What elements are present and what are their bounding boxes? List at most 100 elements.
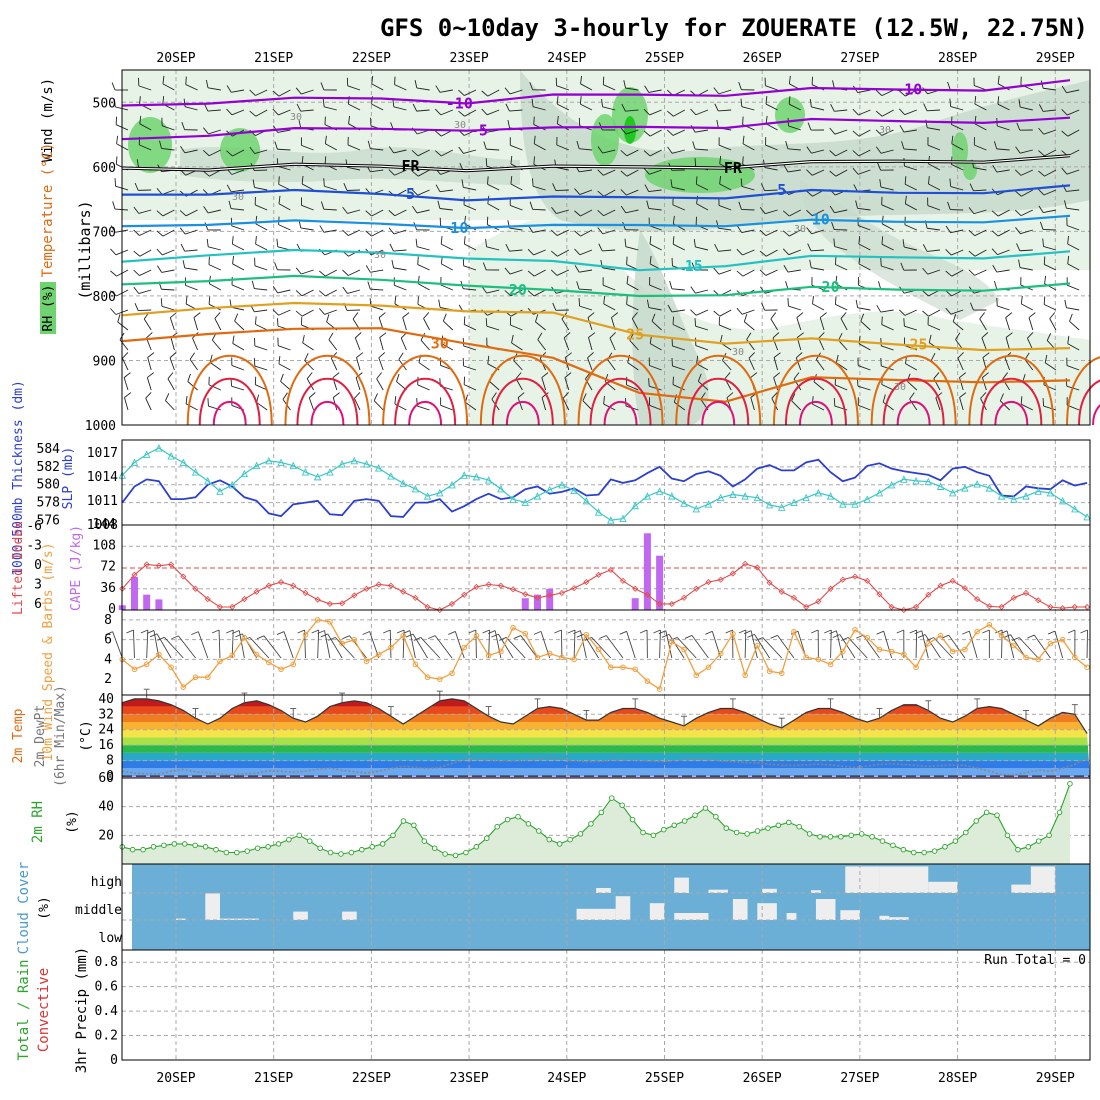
rh2m-marker bbox=[515, 813, 521, 820]
wind-barb-flag bbox=[852, 130, 860, 137]
wind-barb-flag bbox=[354, 392, 361, 399]
slp-marker bbox=[778, 503, 786, 511]
wind-barb-flag bbox=[759, 250, 767, 257]
wind-barb-tick bbox=[658, 630, 666, 635]
wind-barb-flag bbox=[922, 267, 929, 275]
wind-barb-flag bbox=[552, 183, 557, 191]
wind-barb bbox=[394, 169, 407, 176]
wind-barb-tick bbox=[725, 629, 733, 634]
wind-barb bbox=[695, 289, 709, 294]
thickness-tick-label: 582 bbox=[37, 460, 60, 475]
wind-barb-flag bbox=[147, 352, 155, 358]
wind-barb-flag bbox=[226, 108, 233, 116]
wind-barb bbox=[347, 166, 361, 171]
wind-barb-flag bbox=[205, 79, 209, 88]
rh2m-marker bbox=[765, 825, 771, 831]
wind-barb-flag bbox=[646, 299, 650, 308]
wind-barb-flag bbox=[481, 286, 487, 294]
cape-axis-label: CAPE (J/kg) bbox=[69, 525, 84, 611]
slp-marker bbox=[790, 498, 798, 506]
wind-barb bbox=[587, 317, 593, 331]
isotherm-label: -10 bbox=[895, 81, 922, 99]
lifted-index-marker bbox=[680, 594, 688, 601]
wind-barb bbox=[696, 183, 709, 191]
warm-loop bbox=[968, 354, 1055, 426]
wind-barb bbox=[719, 309, 732, 317]
wind-barb-flag bbox=[352, 312, 359, 320]
slp-marker bbox=[961, 484, 969, 492]
wind-barb-flag bbox=[999, 393, 1004, 402]
wind-barb-flag bbox=[535, 314, 539, 322]
wind-barb-tick bbox=[297, 629, 305, 634]
wind-barb-flag bbox=[133, 229, 140, 236]
wind-speed-marker bbox=[840, 648, 846, 655]
wind-barb bbox=[147, 357, 152, 371]
wind-barb-flag bbox=[531, 98, 534, 107]
bottom-date-label: 24SEP bbox=[547, 1071, 586, 1086]
wind-barb-flag bbox=[840, 312, 847, 319]
wind-barb-flag bbox=[831, 221, 835, 230]
pressure-tick-label: 800 bbox=[93, 290, 116, 305]
wind-barb-staff bbox=[335, 637, 355, 659]
wind-barb-flag bbox=[183, 98, 186, 107]
wind-barb-flag bbox=[504, 290, 512, 297]
wind-barb bbox=[696, 363, 709, 371]
rh-contour-label: 30 bbox=[879, 125, 891, 136]
wind-barb-flag bbox=[1067, 335, 1070, 344]
cloud-high-bar bbox=[879, 866, 929, 893]
wind-barb bbox=[185, 403, 198, 411]
wind-barb bbox=[301, 309, 314, 317]
wind-barb bbox=[440, 284, 453, 291]
temp-tick-label: 16 bbox=[98, 738, 114, 753]
wind-barb bbox=[927, 269, 941, 275]
wind-barb-tick bbox=[126, 629, 134, 634]
wind-speed-marker bbox=[290, 661, 297, 668]
wind-barb-flag bbox=[626, 275, 629, 284]
wind-barb-staff bbox=[164, 637, 184, 659]
wind-barb bbox=[555, 189, 569, 192]
wind-barb-flag bbox=[806, 169, 813, 176]
wind-barb-flag bbox=[204, 222, 209, 231]
wind-barb-flag bbox=[742, 116, 744, 125]
cloud-high-bar bbox=[674, 877, 689, 893]
wind-barb-staff bbox=[591, 637, 612, 659]
wind-barb bbox=[139, 144, 152, 151]
wind-barb-flag bbox=[922, 290, 929, 297]
wind-speed-marker bbox=[1047, 640, 1054, 647]
wind-speed-marker bbox=[595, 646, 602, 653]
wind-barb-flag bbox=[193, 312, 201, 318]
wind-barb bbox=[695, 109, 709, 116]
wind-barb bbox=[510, 183, 523, 191]
wind-barb bbox=[325, 143, 338, 151]
wind-barb-flag bbox=[724, 372, 731, 379]
wind-barb bbox=[974, 144, 987, 151]
wind-barb-flag bbox=[782, 230, 790, 237]
wind-barb bbox=[672, 129, 685, 136]
wind-barb-flag bbox=[189, 352, 195, 360]
wind-barb-flag bbox=[1005, 332, 1013, 338]
wind-barb-flag bbox=[563, 332, 571, 339]
wind-barb-flag bbox=[791, 393, 796, 401]
wind-barb-tick bbox=[573, 630, 581, 635]
wind-barb-tick bbox=[770, 634, 778, 639]
rh2m-marker bbox=[879, 838, 886, 844]
wind-barb-flag bbox=[1015, 227, 1021, 234]
wind-barb bbox=[209, 169, 222, 177]
wind-barb bbox=[927, 249, 941, 252]
wind-barb-flag bbox=[759, 269, 767, 276]
rh-contour-label: 30 bbox=[894, 382, 906, 393]
warm-loop bbox=[198, 377, 261, 426]
wind-barb-flag bbox=[301, 175, 304, 184]
wind-barb-flag bbox=[481, 125, 487, 133]
wind-barb-staff bbox=[1001, 629, 1003, 659]
wind-barb-flag bbox=[578, 298, 581, 307]
wind-barb bbox=[487, 203, 500, 211]
wind-barb bbox=[882, 401, 894, 411]
wind-speed-marker bbox=[1072, 654, 1078, 661]
wind-barb-staff bbox=[475, 629, 477, 659]
rh2m-marker bbox=[723, 825, 730, 831]
rh-fill-saturated bbox=[612, 87, 648, 143]
bottom-date-axis: 20SEP 21SEP 22SEP 23SEP 24SEP 25SEP 26SEP 27SEP… bbox=[156, 1071, 1075, 1086]
rh2m-marker bbox=[484, 835, 490, 841]
rh2m-marker bbox=[192, 842, 198, 849]
